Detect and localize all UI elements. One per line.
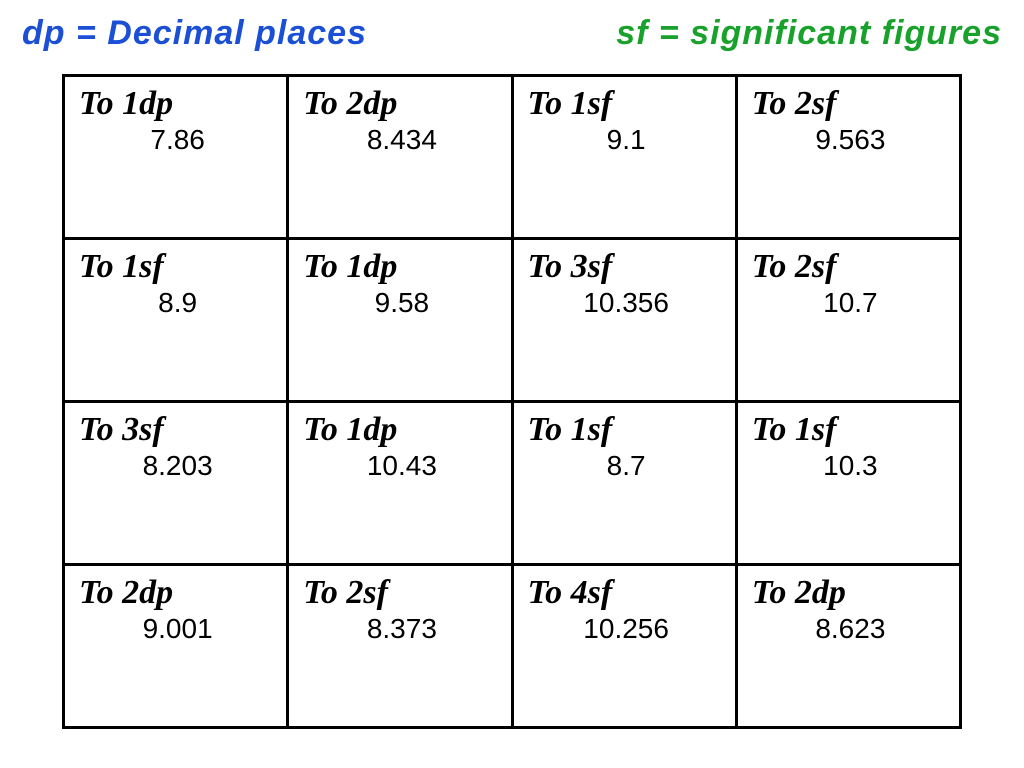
grid-cell: To 1sf 9.1 (511, 77, 735, 237)
grid-cell: To 2dp 9.001 (65, 566, 286, 726)
cell-label: To 2sf (303, 574, 388, 611)
cell-value: 10.43 (367, 450, 437, 482)
grid-cell: To 1dp 9.58 (286, 240, 510, 400)
cell-value: 8.373 (367, 613, 437, 645)
cell-label: To 1sf (528, 411, 613, 448)
cell-value: 10.3 (823, 450, 878, 482)
grid-cell: To 1dp 7.86 (65, 77, 286, 237)
cell-label: To 1dp (303, 411, 397, 448)
grid-cell: To 2dp 8.623 (735, 566, 959, 726)
grid-cell: To 1sf 8.7 (511, 403, 735, 563)
grid-cell: To 1sf 10.3 (735, 403, 959, 563)
cell-label: To 2dp (752, 574, 846, 611)
rounding-grid: To 1dp 7.86 To 2dp 8.434 To 1sf 9.1 To 2… (62, 74, 962, 729)
cell-label: To 2dp (79, 574, 173, 611)
cell-value: 8.434 (367, 124, 437, 156)
cell-label: To 1sf (752, 411, 837, 448)
cell-value: 9.001 (143, 613, 213, 645)
cell-value: 10.256 (583, 613, 669, 645)
legend-sf: sf = significant figures (616, 14, 1002, 53)
cell-label: To 2sf (752, 248, 837, 285)
cell-label: To 1sf (528, 85, 613, 122)
cell-value: 10.356 (583, 287, 669, 319)
grid-cell: To 2dp 8.434 (286, 77, 510, 237)
cell-label: To 4sf (528, 574, 613, 611)
cell-label: To 1dp (79, 85, 173, 122)
cell-value: 8.623 (815, 613, 885, 645)
cell-value: 10.7 (823, 287, 878, 319)
grid-cell: To 1dp 10.43 (286, 403, 510, 563)
grid-cell: To 2sf 8.373 (286, 566, 510, 726)
cell-value: 8.7 (607, 450, 646, 482)
table-row: To 1sf 8.9 To 1dp 9.58 To 3sf 10.356 To … (65, 237, 959, 400)
cell-label: To 1sf (79, 248, 164, 285)
cell-value: 8.203 (143, 450, 213, 482)
cell-value: 9.58 (375, 287, 430, 319)
table-row: To 1dp 7.86 To 2dp 8.434 To 1sf 9.1 To 2… (65, 77, 959, 237)
cell-value: 8.9 (158, 287, 197, 319)
grid-cell: To 2sf 10.7 (735, 240, 959, 400)
grid-cell: To 4sf 10.256 (511, 566, 735, 726)
cell-value: 9.1 (607, 124, 646, 156)
grid-cell: To 3sf 10.356 (511, 240, 735, 400)
legend-dp: dp = Decimal places (22, 14, 367, 53)
grid-cell: To 3sf 8.203 (65, 403, 286, 563)
cell-label: To 1dp (303, 248, 397, 285)
cell-label: To 2dp (303, 85, 397, 122)
cell-label: To 3sf (79, 411, 164, 448)
legend: dp = Decimal places sf = significant fig… (22, 14, 1002, 53)
cell-label: To 2sf (752, 85, 837, 122)
cell-value: 7.86 (150, 124, 205, 156)
cell-label: To 3sf (528, 248, 613, 285)
table-row: To 2dp 9.001 To 2sf 8.373 To 4sf 10.256 … (65, 563, 959, 726)
grid-cell: To 2sf 9.563 (735, 77, 959, 237)
cell-value: 9.563 (815, 124, 885, 156)
table-row: To 3sf 8.203 To 1dp 10.43 To 1sf 8.7 To … (65, 400, 959, 563)
grid-cell: To 1sf 8.9 (65, 240, 286, 400)
worksheet-page: dp = Decimal places sf = significant fig… (0, 0, 1024, 768)
